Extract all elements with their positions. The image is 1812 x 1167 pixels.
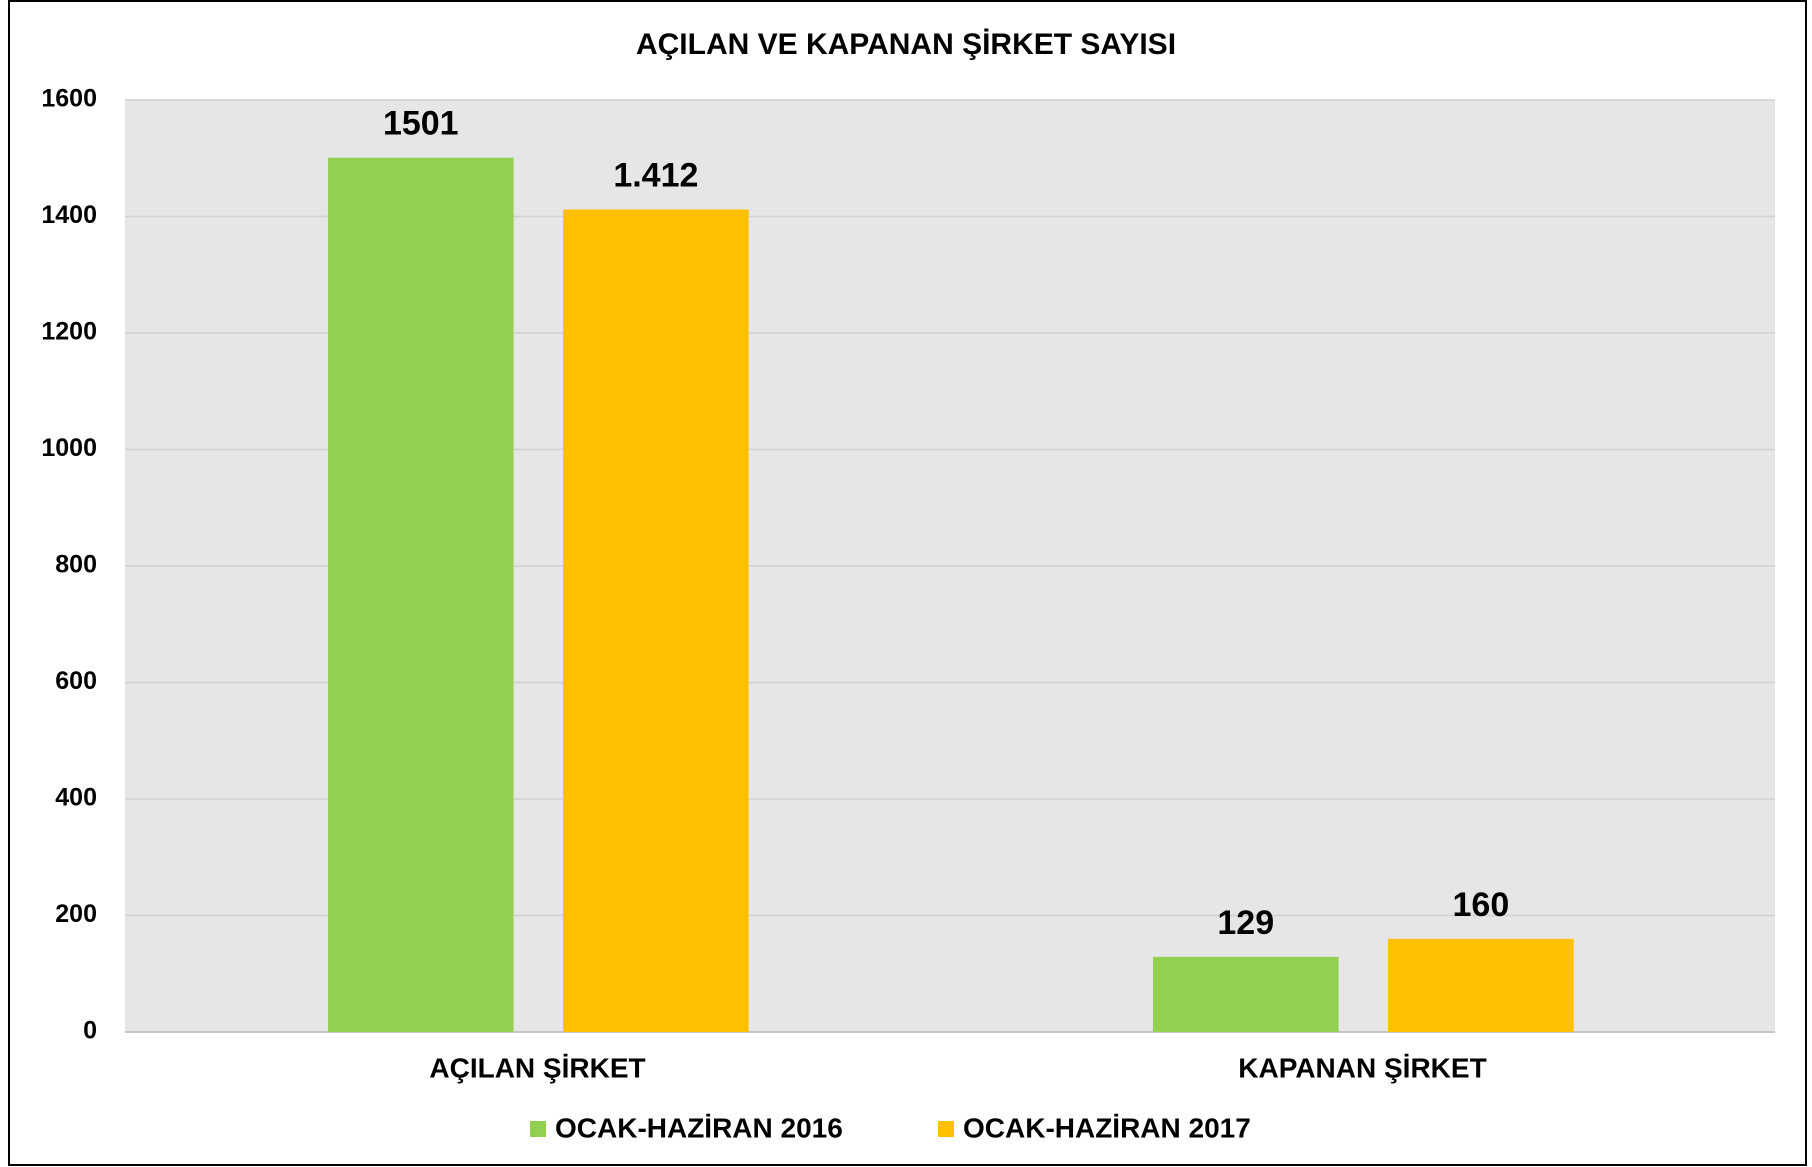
y-tick-label: 1000 [41,434,97,462]
y-tick-label: 800 [55,551,97,579]
data-label: 129 [1217,904,1274,942]
y-tick-label: 200 [55,900,97,928]
x-tick-label: AÇILAN ŞİRKET [429,1052,645,1083]
bar [1152,956,1339,1032]
bar [327,157,514,1033]
legend-swatch [938,1121,954,1137]
data-label: 1501 [383,105,459,143]
legend-label: OCAK-HAZİRAN 2017 [963,1112,1251,1143]
bar [1388,938,1574,1032]
bar [563,209,749,1032]
legend-label: OCAK-HAZİRAN 2016 [555,1112,843,1143]
chart-title: AÇILAN VE KAPANAN ŞİRKET SAYISI [636,28,1176,61]
y-tick-label: 1600 [41,85,97,113]
data-label: 1.412 [613,156,698,194]
y-tick-label: 1200 [41,318,97,346]
x-tick-label: KAPANAN ŞİRKET [1238,1052,1486,1083]
y-tick-label: 600 [55,667,97,695]
legend-swatch [530,1121,546,1137]
y-tick-label: 1400 [41,201,97,229]
data-label: 160 [1453,886,1510,924]
y-tick-label: 0 [83,1017,97,1045]
y-tick-label: 400 [55,784,97,812]
